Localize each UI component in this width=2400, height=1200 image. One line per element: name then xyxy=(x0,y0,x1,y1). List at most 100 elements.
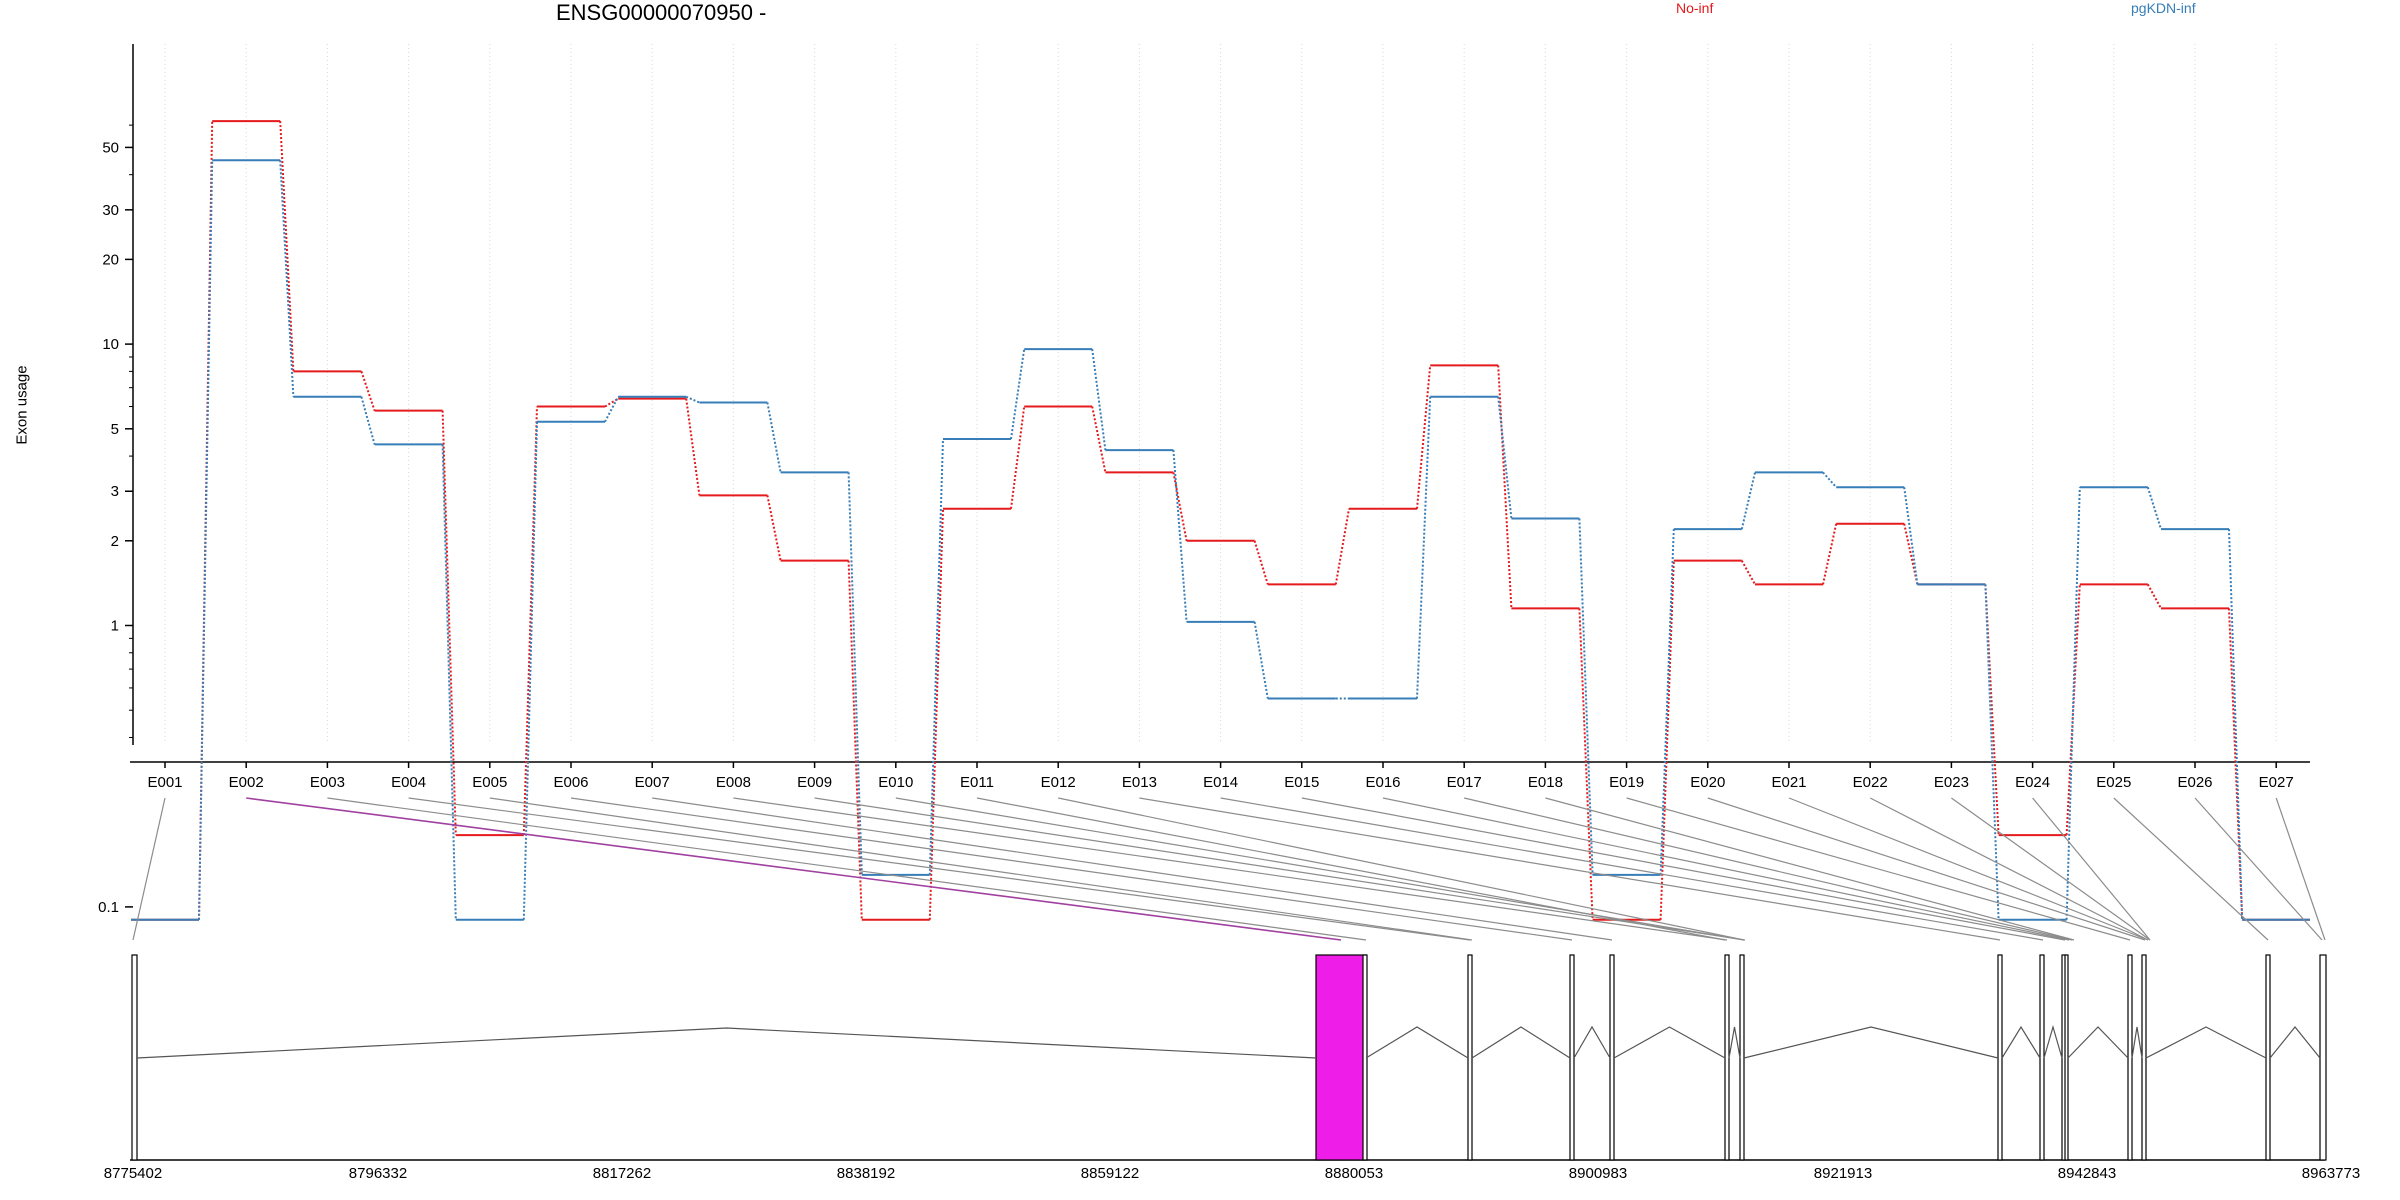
exon-mapping-line xyxy=(570,797,1573,941)
coordinate-label: 8859122 xyxy=(1081,1165,1139,1182)
x-tick-label: E020 xyxy=(1690,774,1725,791)
exon-block xyxy=(2265,954,2271,1161)
intron-line xyxy=(1728,1026,1741,1059)
exon-mapping-line xyxy=(1626,797,2131,941)
exon-mapping-line xyxy=(733,797,1728,941)
series-connector xyxy=(1091,406,1107,473)
series-connector xyxy=(279,160,295,397)
chart-title: ENSG00000070950 - xyxy=(556,0,767,25)
exon-mapping-line xyxy=(1788,797,2149,941)
exon-mapping-line xyxy=(1220,797,2044,941)
series-connector xyxy=(1659,529,1675,875)
series-connector xyxy=(1172,450,1188,622)
series-connector xyxy=(1497,365,1513,609)
exon-mapping-line xyxy=(408,797,1471,941)
series-connector xyxy=(1822,523,1838,585)
intron-line xyxy=(1573,1025,1611,1059)
series-connector xyxy=(928,508,944,920)
intron-line xyxy=(2043,1024,2063,1059)
intron-line xyxy=(2269,1026,2321,1059)
series-connector xyxy=(766,402,782,473)
exon-block xyxy=(1467,954,1473,1161)
coordinate-label: 8963773 xyxy=(2302,1165,2360,1182)
y-tick-label: 1 xyxy=(111,618,119,635)
x-tick-label: E009 xyxy=(797,774,832,791)
exon-block xyxy=(1609,954,1615,1161)
series-connector xyxy=(1903,487,1919,585)
x-tick-label: E027 xyxy=(2259,774,2294,791)
series-connector xyxy=(2065,487,2081,920)
exon-mapping-line xyxy=(895,797,1745,941)
series-connector xyxy=(522,421,538,920)
legend-entry-pgkdn-inf: pgKDN-inf xyxy=(2131,0,2196,16)
exon-mapping-line xyxy=(1058,797,1745,941)
series-connector xyxy=(1822,471,1837,488)
x-tick-label: E024 xyxy=(2015,774,2050,791)
series-connector xyxy=(847,472,863,875)
exon-mapping-line xyxy=(1951,797,2151,941)
exon-block xyxy=(1997,954,2003,1161)
exon-block xyxy=(2319,954,2327,1161)
exon-mapping-line xyxy=(1545,797,2075,941)
exon-mapping-line xyxy=(1382,797,2070,941)
exon-block xyxy=(1739,954,1745,1161)
exon-mapping-line xyxy=(2275,797,2326,941)
series-connector xyxy=(847,560,863,920)
x-tick-label: E002 xyxy=(229,774,264,791)
exon-mapping-line xyxy=(246,797,1342,941)
intron-line xyxy=(1471,1026,1571,1059)
series-connector xyxy=(1010,406,1026,509)
y-tick-label: 2 xyxy=(111,533,119,550)
series-connector xyxy=(685,395,700,404)
x-tick-label: E013 xyxy=(1122,774,1157,791)
y-tick-label: 10 xyxy=(102,336,119,353)
x-tick-label: E011 xyxy=(960,774,994,791)
series-connector xyxy=(1740,472,1756,530)
intron-line xyxy=(2131,1026,2143,1059)
series-connector xyxy=(2146,486,2162,530)
exon-mapping-line xyxy=(1301,797,2066,941)
series-connector xyxy=(1578,518,1594,875)
y-tick-label: 30 xyxy=(102,202,119,219)
y-tick-label: 5 xyxy=(111,421,119,438)
exon-mapping-line xyxy=(1707,797,2146,941)
x-tick-label: E022 xyxy=(1853,774,1888,791)
exon-mapping-line xyxy=(2194,797,2323,941)
intron-line xyxy=(2001,1025,2041,1059)
y-tick-label: 3 xyxy=(111,483,119,500)
series-connector xyxy=(1497,396,1513,519)
series-connector xyxy=(441,410,457,836)
exon-mapping-line xyxy=(2032,797,2151,941)
series-connector xyxy=(198,160,214,920)
x-tick-label: E012 xyxy=(1041,774,1076,791)
exon-mapping-line xyxy=(652,797,1613,941)
exon-mapping-line xyxy=(1869,797,2149,941)
series-connector xyxy=(604,396,620,423)
x-tick-label: E006 xyxy=(553,774,588,791)
exon-mapping-line xyxy=(976,797,1726,941)
coordinate-label: 8942843 xyxy=(2058,1165,2116,1182)
x-tick-label: E008 xyxy=(716,774,751,791)
x-tick-label: E010 xyxy=(878,774,913,791)
y-tick-label: 20 xyxy=(102,251,119,268)
exon-block xyxy=(131,954,138,1161)
series-connector xyxy=(198,121,214,920)
intron-line xyxy=(2145,1026,2267,1059)
series-connector xyxy=(1984,584,2000,920)
x-tick-label: E021 xyxy=(1771,774,1806,791)
series-connector xyxy=(1578,608,1594,920)
series-connector xyxy=(685,398,701,496)
exon-mapping-line xyxy=(489,797,1473,941)
coordinate-label: 8921913 xyxy=(1814,1165,1872,1182)
series-connector xyxy=(279,121,295,372)
series-connector xyxy=(1740,560,1756,585)
series-connector xyxy=(928,438,944,875)
coordinate-label: 8838192 xyxy=(837,1165,895,1182)
coordinate-label: 8880053 xyxy=(1325,1165,1383,1182)
coordinate-label: 8775402 xyxy=(104,1165,162,1182)
series-connector xyxy=(1334,508,1350,585)
x-tick-label: E023 xyxy=(1934,774,1969,791)
exon-block xyxy=(2064,954,2069,1161)
